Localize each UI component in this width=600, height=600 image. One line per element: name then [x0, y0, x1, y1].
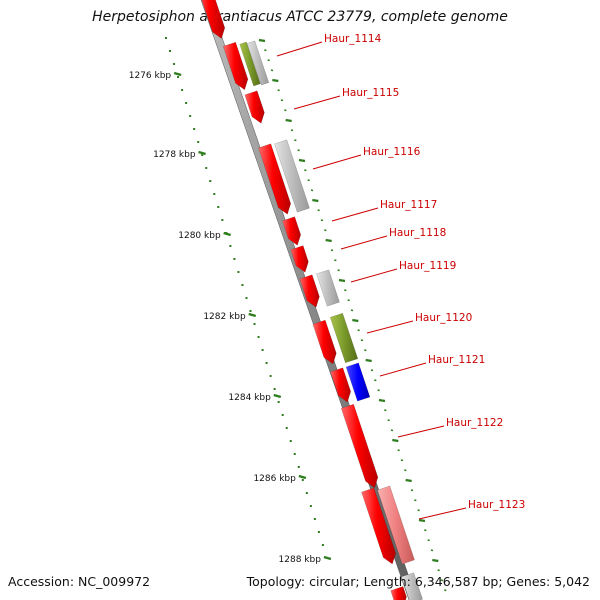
gene-label-text: Haur_1119 — [399, 260, 456, 272]
map-title: Herpetosiphon aurantiacus ATCC 23779, co… — [92, 9, 508, 25]
cds-arrow — [258, 143, 291, 215]
scale-tick-label: 1288 kbp — [279, 555, 322, 565]
gene-feature-olive — [239, 41, 261, 87]
scale-tick: 1280 kbp — [178, 231, 231, 241]
gene-label: Haur_1121 — [379, 354, 485, 377]
scale-tick: 1278 kbp — [153, 150, 206, 160]
gene-feature-gray — [316, 269, 340, 307]
cds-arrow — [390, 586, 407, 600]
cds-arrow — [340, 403, 379, 489]
scale-tick-label: 1278 kbp — [153, 150, 196, 160]
scale-tick: 1284 kbp — [228, 393, 282, 403]
cds-arrow — [282, 216, 301, 246]
label-layer: Haur_1114 Haur_1115 Haur_1116 Haur_1117 Haur… — [276, 33, 525, 520]
gene-label: Haur_1123 — [418, 499, 525, 520]
gene-label: Haur_1117 — [331, 199, 437, 222]
cds-arrow — [290, 245, 309, 273]
gene-label-text: Haur_1122 — [446, 417, 503, 429]
gene-feature-gray — [274, 139, 310, 213]
cds-arrow — [201, 0, 226, 39]
tick-layer: 1276 kbp 1278 kbp 1280 kbp 1282 kbp 1284 kbp… — [129, 37, 447, 592]
scale-tick: 1286 kbp — [253, 474, 307, 484]
gene-label: Haur_1116 — [312, 146, 421, 170]
scale-track: 1276 kbp 1278 kbp 1280 kbp 1282 kbp 1284 kbp… — [129, 37, 332, 565]
cds-arrow — [330, 367, 351, 403]
gene-label: Haur_1115 — [293, 87, 399, 110]
gene-feature-blue — [345, 362, 371, 402]
scale-tick-label: 1284 kbp — [228, 393, 271, 403]
gene-label-text: Haur_1121 — [428, 354, 485, 366]
gene-label-text: Haur_1118 — [389, 227, 446, 239]
cds-arrow — [312, 319, 337, 365]
gene-label-text: Haur_1114 — [324, 33, 382, 45]
scale-tick-label: 1276 kbp — [129, 71, 172, 81]
gene-label: Haur_1120 — [366, 312, 472, 334]
scale-tick: 1288 kbp — [279, 555, 332, 565]
accession-text: Accession: NC_009972 — [8, 574, 151, 589]
gene-label: Haur_1119 — [350, 260, 456, 283]
scale-tick: 1276 kbp — [129, 71, 182, 81]
outer-track — [258, 38, 447, 592]
scale-tick: 1282 kbp — [203, 312, 257, 322]
scale-tick-label: 1280 kbp — [178, 231, 221, 241]
genome-summary-text: Topology: circular; Length: 6,346,587 bp… — [246, 574, 590, 589]
scale-tick-label: 1286 kbp — [253, 474, 296, 484]
cds-arrow — [299, 274, 320, 308]
feature-layer — [201, 0, 423, 600]
gene-label-text: Haur_1115 — [342, 87, 399, 99]
gene-label: Haur_1114 — [276, 33, 382, 57]
gene-label-text: Haur_1116 — [363, 146, 421, 158]
scale-tick-label: 1282 kbp — [203, 312, 246, 322]
gene-label-text: Haur_1120 — [415, 312, 472, 324]
gene-label: Haur_1122 — [397, 417, 503, 438]
gene-feature-gray — [246, 40, 270, 86]
gene-label-text: Haur_1123 — [468, 499, 525, 511]
gene-feature-pink — [377, 485, 415, 565]
cds-arrow — [244, 90, 265, 124]
gene-label-text: Haur_1117 — [380, 199, 437, 211]
cds-arrow — [222, 41, 249, 91]
gene-feature-gray — [401, 572, 423, 600]
gene-label: Haur_1118 — [340, 227, 446, 250]
gene-feature-olive — [329, 312, 359, 364]
cds-arrow — [361, 487, 396, 565]
